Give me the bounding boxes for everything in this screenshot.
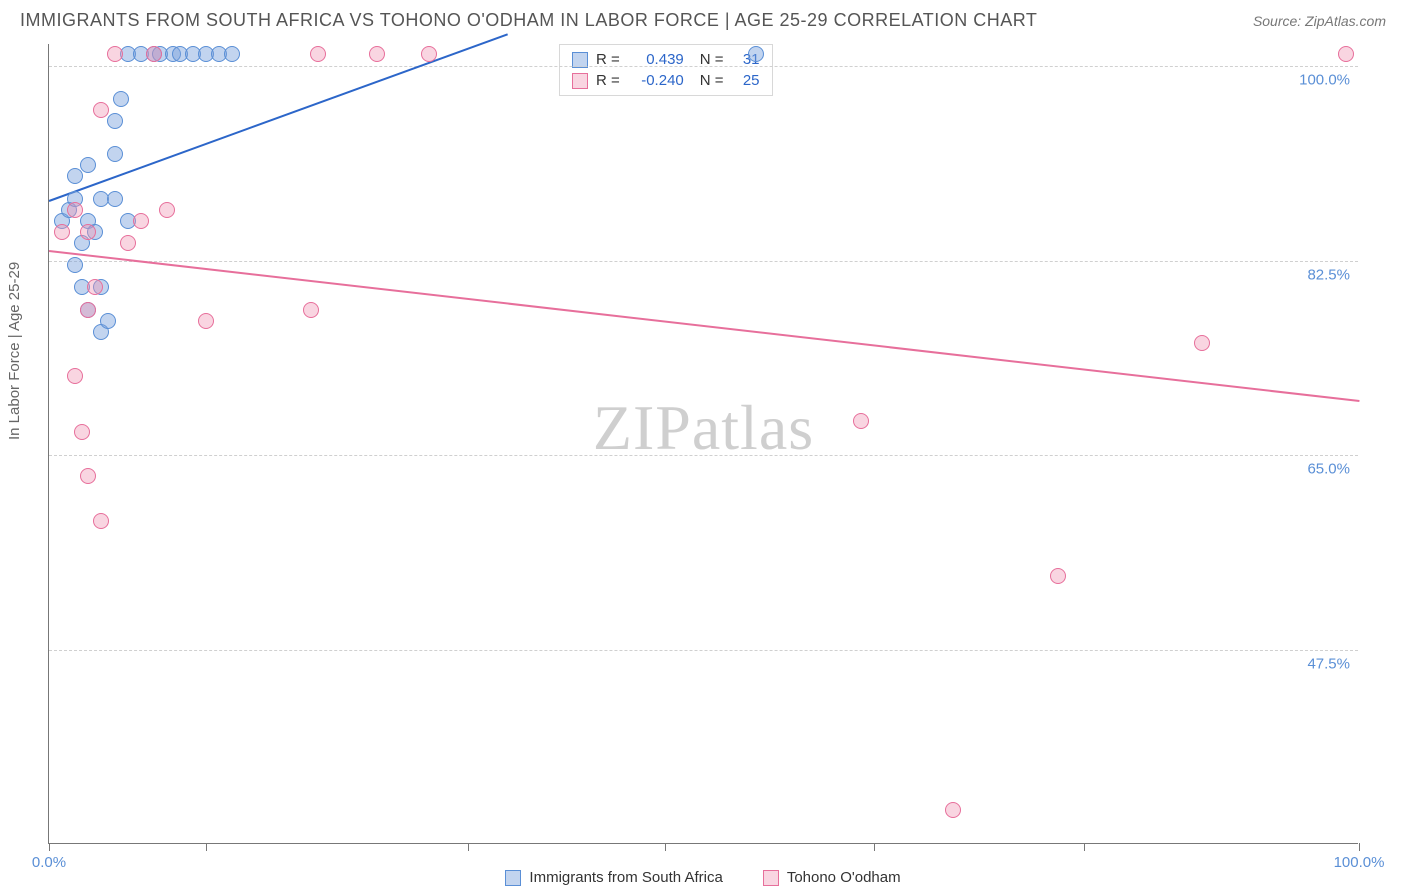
y-tick-label: 100.0% xyxy=(1299,72,1350,89)
data-point xyxy=(54,224,70,240)
data-point xyxy=(159,202,175,218)
x-tick xyxy=(49,843,50,851)
gridline xyxy=(49,455,1358,456)
data-point xyxy=(107,113,123,129)
y-tick-label: 82.5% xyxy=(1307,266,1350,283)
gridline xyxy=(49,650,1358,651)
header: IMMIGRANTS FROM SOUTH AFRICA VS TOHONO O… xyxy=(0,0,1406,39)
data-point xyxy=(369,46,385,62)
data-point xyxy=(1050,568,1066,584)
data-point xyxy=(198,313,214,329)
legend-n-label: N = xyxy=(700,72,724,89)
data-point xyxy=(120,235,136,251)
legend-swatch xyxy=(763,870,779,886)
data-point xyxy=(107,146,123,162)
data-point xyxy=(67,368,83,384)
data-point xyxy=(1338,46,1354,62)
data-point xyxy=(853,413,869,429)
data-point xyxy=(80,224,96,240)
trend-line xyxy=(49,250,1359,402)
source-label: Source: ZipAtlas.com xyxy=(1253,13,1386,29)
x-tick xyxy=(874,843,875,851)
data-point xyxy=(67,168,83,184)
data-point xyxy=(945,802,961,818)
x-tick xyxy=(206,843,207,851)
data-point xyxy=(93,102,109,118)
gridline xyxy=(49,66,1358,67)
y-tick-label: 65.0% xyxy=(1307,461,1350,478)
legend-n-value: 25 xyxy=(732,72,760,89)
x-tick xyxy=(1084,843,1085,851)
data-point xyxy=(80,302,96,318)
data-point xyxy=(100,313,116,329)
x-tick xyxy=(665,843,666,851)
legend-swatch xyxy=(572,52,588,68)
legend-item: Tohono O'odham xyxy=(763,869,901,886)
data-point xyxy=(87,279,103,295)
y-axis-label: In Labor Force | Age 25-29 xyxy=(6,262,23,440)
data-point xyxy=(80,468,96,484)
data-point xyxy=(146,46,162,62)
data-point xyxy=(74,424,90,440)
chart-title: IMMIGRANTS FROM SOUTH AFRICA VS TOHONO O… xyxy=(20,10,1037,31)
gridline xyxy=(49,261,1358,262)
data-point xyxy=(303,302,319,318)
legend-r-value: -0.240 xyxy=(628,72,684,89)
legend-swatch xyxy=(572,73,588,89)
data-point xyxy=(80,157,96,173)
legend-item: Immigrants from South Africa xyxy=(505,869,722,886)
data-point xyxy=(67,257,83,273)
series-legend: Immigrants from South Africa Tohono O'odh… xyxy=(48,869,1358,886)
legend-swatch xyxy=(505,870,521,886)
data-point xyxy=(113,91,129,107)
legend-r-label: R = xyxy=(596,72,620,89)
x-tick xyxy=(468,843,469,851)
x-tick xyxy=(1359,843,1360,851)
data-point xyxy=(310,46,326,62)
data-point xyxy=(133,213,149,229)
correlation-legend: R =0.439N =31R =-0.240N =25 xyxy=(559,44,773,96)
legend-row: R = -0.240 N = 25 xyxy=(572,70,760,91)
watermark: ZIPatlas xyxy=(593,391,814,465)
data-point xyxy=(107,46,123,62)
legend-label: Tohono O'odham xyxy=(787,869,901,886)
chart-plot-area: ZIPatlas R =0.439N =31R =-0.240N =25 47.… xyxy=(48,44,1358,844)
data-point xyxy=(748,46,764,62)
data-point xyxy=(224,46,240,62)
y-tick-label: 47.5% xyxy=(1307,655,1350,672)
data-point xyxy=(421,46,437,62)
data-point xyxy=(67,202,83,218)
data-point xyxy=(107,191,123,207)
legend-label: Immigrants from South Africa xyxy=(529,869,722,886)
data-point xyxy=(1194,335,1210,351)
data-point xyxy=(93,513,109,529)
